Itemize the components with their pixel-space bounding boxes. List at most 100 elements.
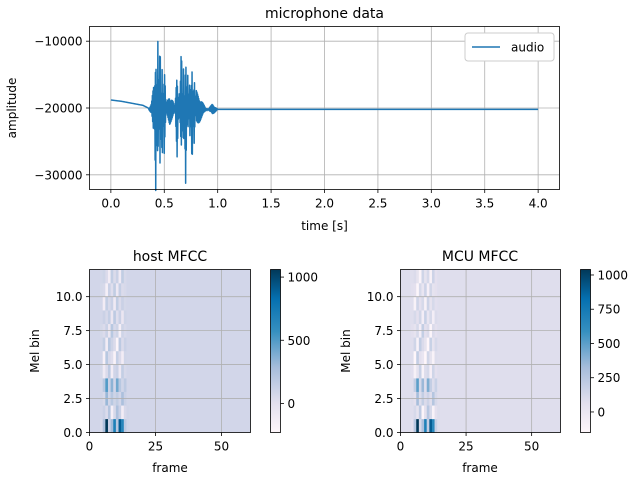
host-mfcc-cell: [118, 296, 122, 311]
mcu-mfcc-cells: [400, 269, 561, 433]
host-mfcc-cell: [115, 378, 119, 392]
host-mfcc-cell: [123, 364, 127, 379]
host-mfcc-cell: [118, 378, 122, 392]
mcu-mfcc-cell: [421, 296, 425, 311]
host-mfcc-cell: [115, 310, 119, 325]
mcu-mfcc-colorbar-bar: [580, 269, 591, 433]
mcu-mfcc-cell: [434, 364, 438, 379]
mcu-mfcc-cell: [437, 364, 441, 379]
host-mfcc-cell: [115, 296, 119, 311]
legend-label-audio: audio: [511, 41, 544, 55]
host-mfcc-cell: [110, 378, 114, 392]
host-mfcc-cell: [126, 269, 130, 284]
mcu-mfcc-cell: [410, 283, 414, 297]
mcu-mfcc-cell: [410, 269, 414, 284]
mcu-mfcc-cell: [431, 405, 435, 420]
host-mfcc-cell: [102, 364, 106, 379]
mcu-mfcc-cell: [421, 310, 425, 325]
host-mfcc-cell: [115, 337, 119, 352]
host-mfcc-cell: [115, 351, 119, 365]
waveform-x-tick-label-1-5: 1.5: [262, 197, 281, 211]
host-mfcc-cell: [115, 364, 119, 379]
mcu-mfcc-cell: [410, 405, 414, 420]
mcu-mfcc-cell: [416, 378, 420, 392]
mcu-mfcc-cell: [421, 364, 425, 379]
mcu-mfcc-cell: [429, 269, 433, 284]
mcu-mfcc-cell: [413, 269, 417, 284]
mcu-mfcc-colorbar: 0 250 500 750 1000: [580, 268, 628, 433]
host-mfcc-cells: [89, 269, 251, 433]
host-mfcc-cell: [102, 351, 106, 365]
mcu-mfcc-y-label: Mel bin: [339, 329, 353, 372]
host-mfcc-cell: [107, 269, 111, 284]
mcu-mfcc-cell: [431, 296, 435, 311]
mcu-mfcc-cell: [437, 310, 441, 325]
mcu-mfcc-colorbar-tick-label-250: 250: [598, 371, 621, 385]
mcu-mfcc-cell: [421, 269, 425, 284]
mcu-mfcc-cell: [424, 310, 427, 325]
mcu-mfcc-cell: [439, 405, 443, 420]
host-mfcc-cell: [115, 418, 119, 433]
mcu-mfcc-cell: [431, 310, 435, 325]
mcu-mfcc-cell: [418, 405, 422, 420]
host-mfcc-cell: [121, 405, 125, 420]
host-mfcc-cell: [121, 283, 125, 297]
mcu-mfcc-cell: [410, 378, 414, 392]
host-mfcc-cell: [107, 283, 111, 297]
mcu-mfcc-cell: [431, 418, 435, 433]
waveform-axes: microphone data 0.0 0.5 1.0 1.5 2.0 2.5 3.0 3.5…: [5, 6, 560, 233]
host-mfcc-cell: [118, 351, 122, 365]
host-mfcc-cell: [102, 378, 106, 392]
host-mfcc-cell: [113, 296, 117, 311]
mcu-mfcc-cell: [434, 296, 438, 311]
mcu-mfcc-x-tick-label-0: 0: [397, 440, 405, 454]
mcu-mfcc-cell: [410, 418, 414, 433]
mcu-mfcc-cell: [418, 337, 422, 352]
waveform-y-tick-label-30000: −30000: [34, 168, 82, 182]
host-mfcc-cell: [126, 283, 130, 297]
host-mfcc-axes: host MFCC 0 25 50 0.0 2.5 5.0 7.5 10.0 frame M…: [28, 249, 318, 475]
mcu-mfcc-cell: [426, 269, 430, 284]
series-line-audio: [110, 40, 539, 192]
host-mfcc-cell: [121, 310, 125, 325]
host-mfcc-cell: [102, 310, 106, 325]
mcu-mfcc-cell: [421, 351, 425, 365]
waveform-x-tick-label-1-0: 1.0: [208, 197, 227, 211]
mcu-mfcc-cell: [431, 351, 435, 365]
waveform-x-tick-label-2-0: 2.0: [315, 197, 334, 211]
host-mfcc-cell: [100, 310, 103, 325]
host-mfcc-cell: [110, 337, 114, 352]
waveform-y-tick-label-20000: −20000: [34, 102, 82, 116]
mcu-mfcc-cell: [421, 378, 425, 392]
mcu-mfcc-cell: [418, 351, 422, 365]
mcu-mfcc-cell: [426, 351, 430, 365]
mcu-mfcc-cell: [429, 337, 433, 352]
host-mfcc-cell: [126, 418, 130, 433]
host-mfcc-cell: [107, 310, 111, 325]
host-mfcc-cell: [100, 296, 103, 311]
host-mfcc-y-tick-label-0-0: 0.0: [63, 426, 82, 440]
mcu-mfcc-cell: [413, 337, 417, 352]
mcu-mfcc-y-tick-label-0-0: 0.0: [374, 426, 393, 440]
host-mfcc-cell: [126, 378, 130, 392]
mcu-mfcc-cell: [437, 337, 441, 352]
host-mfcc-y-tick-label-5-0: 5.0: [63, 358, 82, 372]
host-mfcc-cell: [118, 269, 122, 284]
mcu-mfcc-cell: [416, 337, 420, 352]
host-mfcc-colorbar-bar: [270, 269, 281, 433]
mcu-mfcc-cell: [439, 269, 443, 284]
mcu-mfcc-x-label: frame: [462, 461, 498, 475]
mcu-mfcc-cell: [413, 296, 417, 311]
host-mfcc-cell: [129, 337, 132, 352]
host-mfcc-cell: [105, 418, 109, 433]
host-mfcc-cell: [129, 296, 132, 311]
waveform-x-tick-label-0-5: 0.5: [155, 197, 174, 211]
host-mfcc-cell: [126, 364, 130, 379]
mcu-mfcc-x-tick-label-25: 25: [458, 440, 473, 454]
host-mfcc-cell: [118, 405, 122, 420]
host-mfcc-cell: [123, 269, 127, 284]
waveform-legend: audio: [464, 32, 555, 62]
mcu-mfcc-cell: [437, 296, 441, 311]
host-mfcc-cell: [126, 337, 130, 352]
